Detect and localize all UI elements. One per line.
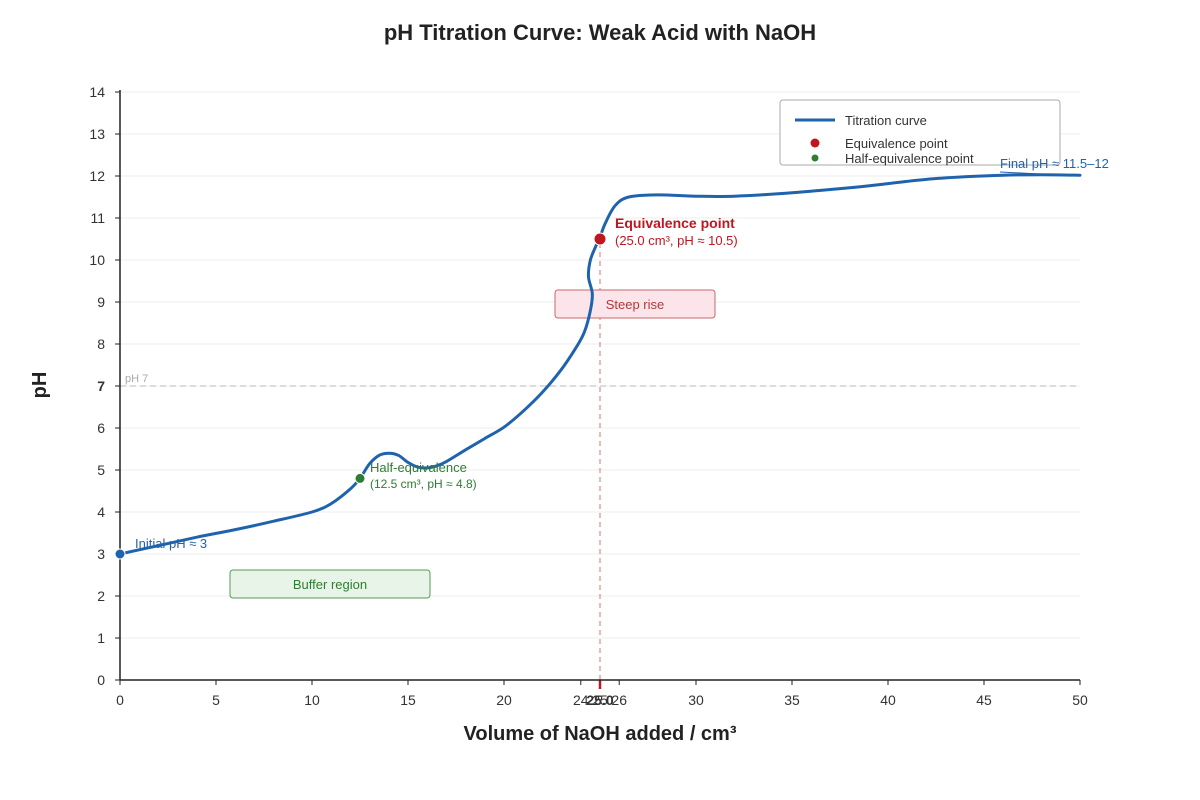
steep-rise-rect [554, 289, 716, 319]
x-tick-label: 30 [688, 692, 704, 708]
y-tick-label: 8 [97, 336, 105, 352]
x-tick-label: 25 [592, 692, 608, 708]
equivalence-detail: (25.0 cm³, pH ≈ 10.5) [615, 233, 738, 248]
y-tick-label: 10 [89, 252, 105, 268]
y-tick-label: 0 [97, 672, 105, 688]
equivalence-point-marker [593, 232, 607, 246]
y-tick-label: 13 [89, 126, 105, 142]
steep-rise-label: Steep rise [606, 297, 665, 312]
x-tick-label: 50 [1072, 692, 1088, 708]
legend-label-half: Half-equivalence point [845, 151, 974, 166]
x-tick-label: 45 [976, 692, 992, 708]
y-tick-label: 4 [97, 504, 105, 520]
legend-label-curve: Titration curve [845, 113, 927, 128]
half-equivalence-point-marker [354, 472, 366, 484]
y-tick-label: 5 [97, 462, 105, 478]
y-tick-label: 14 [89, 84, 105, 100]
chart-title: pH Titration Curve: Weak Acid with NaOH [384, 20, 816, 45]
x-extra-tick-label: 24 [573, 692, 589, 708]
legend: Titration curve Equivalence point Half-e… [779, 99, 1061, 166]
reference-lines: pH 7 [120, 239, 1080, 680]
y-tick-label: 7 [97, 378, 105, 394]
half-equivalence-annotation: Half-equivalence [370, 460, 467, 475]
buffer-region-label: Buffer region [293, 577, 367, 592]
buffer-region-rect [229, 569, 431, 599]
x-tick-label: 40 [880, 692, 896, 708]
y-axis-label: pH [29, 372, 51, 399]
initial-marker [114, 548, 126, 560]
x-tick-label: 5 [212, 692, 220, 708]
half-equivalence-detail: (12.5 cm³, pH ≈ 4.8) [370, 477, 477, 491]
titration-curve-line [118, 173, 1082, 556]
y-tick-label: 9 [97, 294, 105, 310]
x-axis-label: Volume of NaOH added / cm³ [464, 723, 737, 745]
x-tick-label: 15 [400, 692, 416, 708]
y-tick-label: 3 [97, 546, 105, 562]
legend-box [779, 99, 1061, 166]
axes [115, 90, 1081, 689]
ph7-reference-label: pH 7 [125, 373, 148, 385]
steep-rise-box: Steep rise [554, 289, 716, 319]
legend-label-equivalence: Equivalence point [845, 136, 948, 151]
data-markers [114, 232, 607, 560]
x-tick-label: 35 [784, 692, 800, 708]
x-tick-label: 20 [496, 692, 512, 708]
x-tick-label: 0 [116, 692, 124, 708]
legend-dot-equivalence [810, 138, 820, 148]
buffer-region-box: Buffer region [229, 569, 431, 599]
equivalence-x-tick-label: 25.0 [586, 692, 613, 708]
x-extra-tick-label: 26 [611, 692, 627, 708]
y-tick-label: 2 [97, 588, 105, 604]
y-tick-label: 11 [90, 210, 105, 226]
final-ph-leader [999, 171, 1061, 176]
initial-ph-annotation: Initial pH ≈ 3 [135, 536, 207, 551]
legend-dot-half [811, 154, 819, 162]
y-tick-label: 6 [97, 420, 105, 436]
y-tick-label: 1 [97, 630, 105, 646]
x-tick-label: 10 [304, 692, 320, 708]
final-ph-annotation: Final pH ≈ 11.5–12 [1000, 156, 1109, 171]
y-tick-label: 12 [89, 168, 105, 184]
equivalence-annotation: Equivalence point [615, 215, 735, 231]
